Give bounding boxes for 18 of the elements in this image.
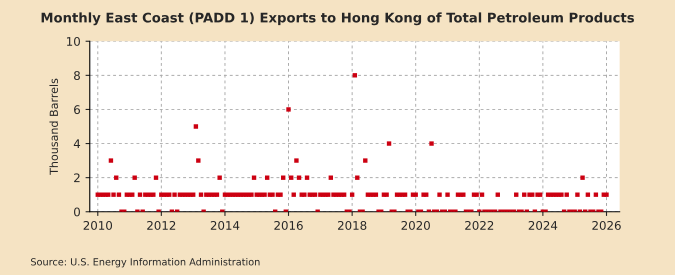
x-tick-label: 2026 [592, 220, 621, 230]
chart-title: Monthly East Coast (PADD 1) Exports to Hong Kong of Total Petroleum Products [42, 12, 634, 26]
x-tick-label: 2020 [402, 220, 430, 230]
y-tick-label: 8 [74, 71, 80, 80]
y-axis-title: Thousand Barrels [49, 78, 58, 175]
x-tick-label: 2018 [338, 220, 366, 230]
y-tick-label: 4 [74, 139, 80, 148]
x-tick-label: 2022 [465, 220, 494, 230]
y-tick-label: 10 [67, 36, 80, 46]
x-tick-label: 2024 [528, 220, 558, 230]
y-tick-label: 2 [74, 173, 80, 182]
y-tick-label: 0 [74, 207, 80, 216]
x-tick-label: 2012 [147, 220, 176, 230]
x-tick-label: 2014 [210, 220, 240, 230]
x-tick-label: 2010 [84, 220, 112, 230]
y-tick-label: 6 [74, 105, 80, 114]
source-note: Source: U.S. Energy Information Administration [31, 258, 260, 268]
x-tick-label: 2016 [274, 220, 303, 230]
